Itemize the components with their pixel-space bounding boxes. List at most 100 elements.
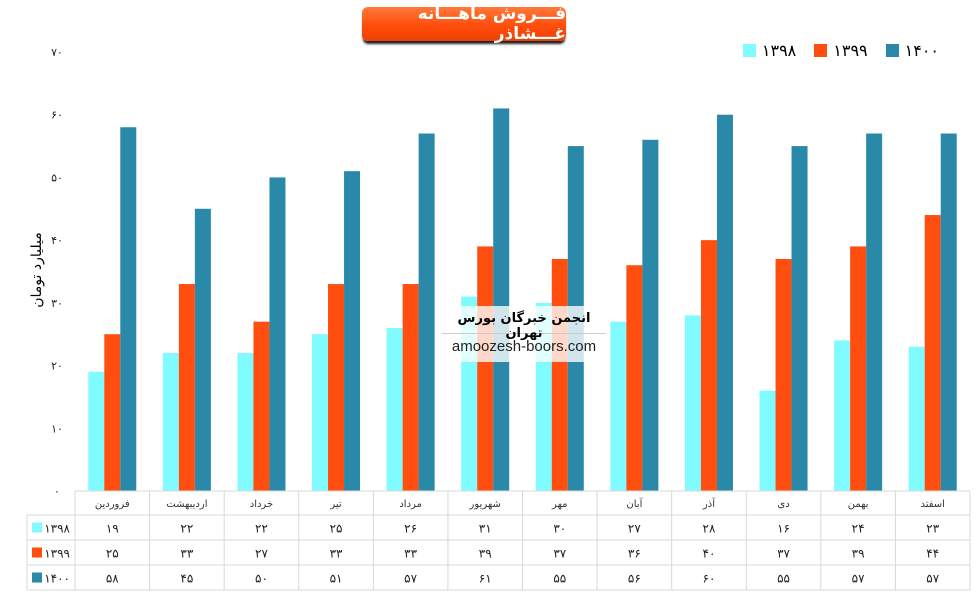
y-axis-label: میلیارد تومان <box>29 232 45 308</box>
data-table-cell: ۵۱ <box>330 572 343 586</box>
data-table-cell: ۵۷ <box>926 572 939 586</box>
bar <box>493 108 510 491</box>
bar <box>850 246 867 491</box>
y-tick-label: ۷۰ <box>51 46 63 59</box>
table-legend-swatch <box>32 572 42 583</box>
bar <box>386 327 403 491</box>
data-table-cell: ۳۶ <box>628 547 641 561</box>
bar <box>120 127 137 491</box>
data-table-cell: ۲۳ <box>926 522 939 536</box>
bar <box>759 390 776 491</box>
bar <box>700 240 717 491</box>
watermark: انجمن خبرگان بورس تهران amoozesh-boors.c… <box>442 306 606 362</box>
chart-title: فـــروش ماهـــانه غـــشاذر <box>362 4 566 44</box>
legend-label: ۱۳۹۸ <box>761 41 797 60</box>
legend-item-1398: ۱۳۹۸ <box>742 41 797 60</box>
data-table-cell: ۲۲ <box>180 522 193 536</box>
data-table-cell: ۵۸ <box>106 572 119 586</box>
bar <box>924 215 941 492</box>
bar <box>418 133 435 491</box>
legend-swatch <box>742 44 756 57</box>
data-table-cell: ۳۹ <box>852 547 865 561</box>
bar <box>104 334 121 491</box>
y-tick-label: ۲۰ <box>51 360 63 373</box>
y-tick-label: ۳۰ <box>51 297 63 310</box>
bar <box>237 353 254 491</box>
legend-swatch <box>885 44 899 57</box>
watermark-title: انجمن خبرگان بورس تهران <box>442 311 606 341</box>
table-series-label: ۱۳۹۸ <box>44 522 70 536</box>
table-legend-swatch <box>32 547 42 558</box>
data-table-cell: ۳۳ <box>330 547 343 561</box>
data-table-cell: ۵۵ <box>553 572 566 586</box>
data-table-cell: ۵۷ <box>404 572 417 586</box>
y-tick-label: ۰ <box>54 485 60 498</box>
legend-item-1400: ۱۴۰۰ <box>885 41 939 60</box>
data-table-cell: ۶۰ <box>703 572 716 586</box>
data-table-cell: ۴۵ <box>180 572 193 586</box>
data-table-cell: ۳۷ <box>777 547 790 561</box>
category-label: مرداد <box>399 499 422 510</box>
legend: ۱۳۹۸ ۱۳۹۹ ۱۴۰۰ <box>742 41 939 60</box>
category-label: اسفتد <box>920 499 944 510</box>
bar <box>344 171 361 491</box>
bar <box>194 208 211 492</box>
data-table-cell: ۳۳ <box>404 547 417 561</box>
data-table-cell: ۲۷ <box>255 547 268 561</box>
y-tick-label: ۱۰ <box>51 422 63 435</box>
category-label: مهر <box>551 499 567 510</box>
bar <box>162 353 179 491</box>
category-label: آبان <box>626 497 643 510</box>
data-table-cell: ۱۹ <box>106 522 119 536</box>
bar <box>940 133 957 491</box>
bar <box>178 284 195 491</box>
data-table-cell: ۱۶ <box>777 522 790 536</box>
bar <box>775 258 792 491</box>
bar <box>791 146 808 492</box>
bar <box>551 258 568 491</box>
data-table-cell: ۵۶ <box>628 572 641 586</box>
data-table-cell: ۲۴ <box>852 522 865 536</box>
legend-label: ۱۳۹۹ <box>833 41 868 60</box>
bar <box>908 346 925 491</box>
bar <box>328 284 345 491</box>
bar <box>253 321 270 491</box>
category-label: دی <box>777 499 789 510</box>
bar <box>610 321 627 491</box>
y-tick-label: ۴۰ <box>51 234 63 247</box>
data-table-cell: ۴۰ <box>703 547 716 561</box>
bar <box>642 139 659 492</box>
category-label: بهمن <box>848 499 869 510</box>
category-label: فروردین <box>95 499 130 510</box>
bar <box>402 284 419 491</box>
watermark-url: amoozesh-boors.com <box>451 338 597 355</box>
bar <box>684 315 701 491</box>
bar <box>88 371 105 491</box>
table-series-label: ۱۴۰۰ <box>44 572 70 586</box>
data-table-cell: ۲۸ <box>703 522 716 536</box>
bar <box>312 334 329 491</box>
data-table-cell: ۴۴ <box>926 547 939 561</box>
category-label: اردیبهشت <box>166 499 207 510</box>
data-table-cell: ۲۵ <box>330 522 343 536</box>
data-table-cell: ۳۳ <box>180 547 193 561</box>
bar <box>866 133 883 491</box>
y-tick-label: ۶۰ <box>51 109 63 122</box>
bar <box>626 265 643 491</box>
data-table-cell: ۳۰ <box>553 522 566 536</box>
data-table-cell: ۲۷ <box>628 522 641 536</box>
category-label: شهریور <box>469 499 501 510</box>
bar <box>716 114 733 491</box>
table-legend-swatch <box>32 522 42 533</box>
data-table-cell: ۲۶ <box>404 522 417 536</box>
bar <box>269 177 286 491</box>
data-table-cell: ۲۲ <box>255 522 268 536</box>
legend-label: ۱۴۰۰ <box>904 41 939 60</box>
data-table-cell: ۶۱ <box>479 572 492 586</box>
data-table-cell: ۳۱ <box>479 522 492 536</box>
data-table-cell: ۵۵ <box>777 572 790 586</box>
data-table-cell: ۳۹ <box>479 547 492 561</box>
data-table-cell: ۵۷ <box>852 572 865 586</box>
bar <box>834 340 851 491</box>
